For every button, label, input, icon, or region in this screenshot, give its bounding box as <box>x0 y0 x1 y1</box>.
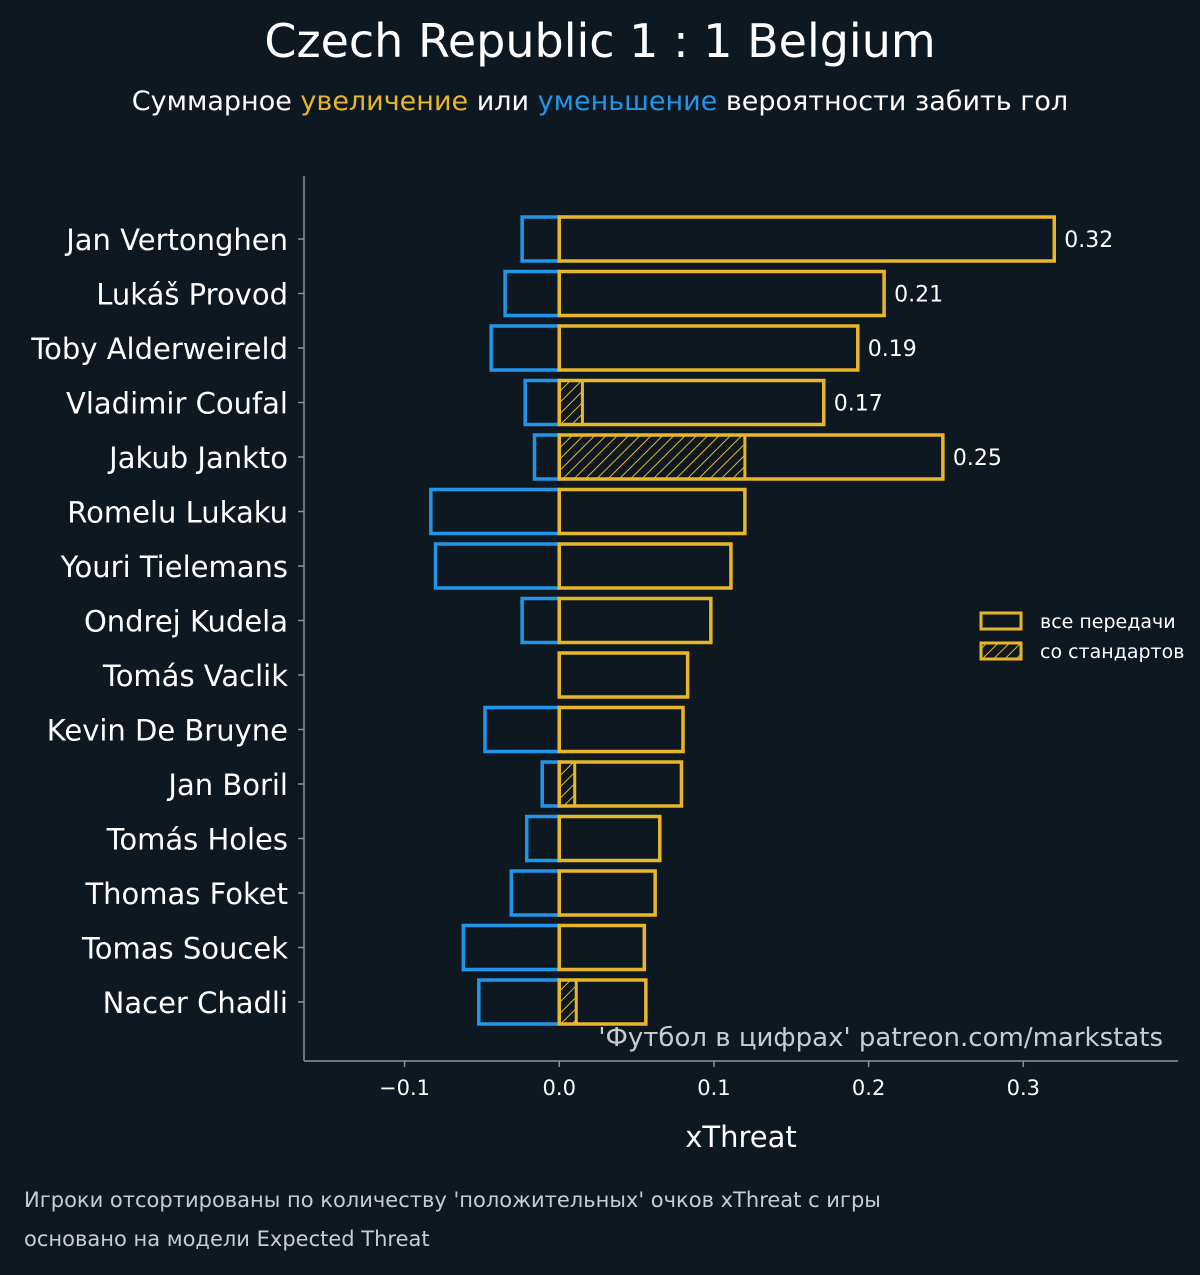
positive-bar <box>557 923 647 972</box>
positive-bar <box>557 433 945 481</box>
legend-label-all-passes: все передачи <box>1040 611 1176 633</box>
bar-value-label: 0.32 <box>1064 228 1113 253</box>
positive-bar <box>557 378 826 427</box>
set-piece-bar <box>557 433 747 481</box>
x-tick-label: 0.0 <box>543 1076 576 1100</box>
subtitle-suffix: вероятности забить гол <box>717 86 1069 117</box>
negative-bar <box>503 269 561 318</box>
negative-bar <box>429 487 561 536</box>
positive-bar <box>557 869 657 917</box>
negative-bar <box>461 923 561 972</box>
bar-value-label: 0.21 <box>894 283 943 308</box>
x-tick-label: 0.3 <box>1007 1076 1040 1100</box>
subtitle-positive-word: увеличение <box>300 86 469 117</box>
negative-bar <box>523 378 561 427</box>
positive-bar <box>557 705 685 754</box>
category-label: Vladimir Coufal <box>66 387 288 421</box>
positive-bar <box>557 542 733 590</box>
subtitle-middle: или <box>468 86 538 117</box>
category-label: Toby Alderweireld <box>30 332 288 366</box>
category-label: Lukáš Provod <box>96 278 288 312</box>
chart-subtitle: Суммарное увеличение или уменьшение веро… <box>0 86 1200 117</box>
set-piece-bar <box>557 978 578 1026</box>
footnote-sorting: Игроки отсортированы по количеству 'поло… <box>24 1188 881 1212</box>
category-label: Thomas Foket <box>84 877 288 911</box>
x-tick-label: 0.2 <box>852 1076 885 1100</box>
negative-bar <box>477 978 561 1026</box>
positive-bar <box>557 814 662 863</box>
x-tick-label: −0.1 <box>379 1076 430 1100</box>
category-label: Kevin De Bruyne <box>47 714 288 748</box>
category-label: Youri Tielemans <box>60 550 288 584</box>
negative-bar <box>433 542 561 590</box>
legend-label-set-pieces: со стандартов <box>1040 641 1184 663</box>
chart-title: Czech Republic 1 : 1 Belgium <box>264 14 936 68</box>
set-piece-bar <box>557 760 577 808</box>
positive-bar <box>557 215 1056 263</box>
category-label: Tomas Soucek <box>81 932 288 966</box>
bar-value-label: 0.19 <box>868 337 917 362</box>
positive-bar <box>557 487 747 536</box>
subtitle-prefix: Суммарное <box>131 86 301 117</box>
category-label: Nacer Chadli <box>103 986 288 1020</box>
positive-bar <box>557 269 886 318</box>
category-label: Romelu Lukaku <box>67 496 288 530</box>
category-label: Jan Boril <box>166 768 288 802</box>
positive-bar <box>557 651 690 699</box>
positive-bar <box>557 324 860 372</box>
negative-bar <box>525 814 561 863</box>
bars-group: 0.32 0.21 0.19 0.17 0.25 <box>429 215 1113 1026</box>
negative-bar <box>532 433 561 481</box>
x-axis-label: xThreat <box>685 1120 797 1154</box>
bar-value-label: 0.25 <box>953 446 1002 471</box>
negative-bar <box>520 596 561 645</box>
positive-bar <box>557 760 684 808</box>
positive-bar <box>557 596 713 645</box>
axes-group: Jan Vertonghen Lukáš Provod Toby Alderweir… <box>30 176 1178 1154</box>
set-piece-bar <box>557 379 584 426</box>
category-label: Tomás Vaclik <box>102 659 288 693</box>
subtitle-negative-word: уменьшение <box>537 86 718 117</box>
footnote-model: основано на модели Expected Threat <box>24 1227 430 1251</box>
bar-value-label: 0.17 <box>834 392 883 417</box>
x-tick-label: 0.1 <box>697 1076 730 1100</box>
category-label: Jan Vertonghen <box>64 223 288 257</box>
legend-swatch-all-passes <box>979 611 1023 631</box>
category-label: Ondrej Kudela <box>84 605 288 639</box>
negative-bar <box>509 869 561 917</box>
positive-bar <box>557 978 648 1026</box>
legend: все передачи со стандартов <box>979 611 1184 663</box>
negative-bar <box>540 760 561 808</box>
negative-bar <box>489 324 561 372</box>
category-label: Jakub Jankto <box>107 441 288 475</box>
legend-swatch-set-pieces <box>979 641 1023 661</box>
negative-bar <box>520 215 561 263</box>
category-label: Tomás Holes <box>106 823 288 857</box>
negative-bar <box>483 705 561 754</box>
watermark: 'Футбол в цифрах' patreon.com/markstats <box>598 1023 1163 1053</box>
